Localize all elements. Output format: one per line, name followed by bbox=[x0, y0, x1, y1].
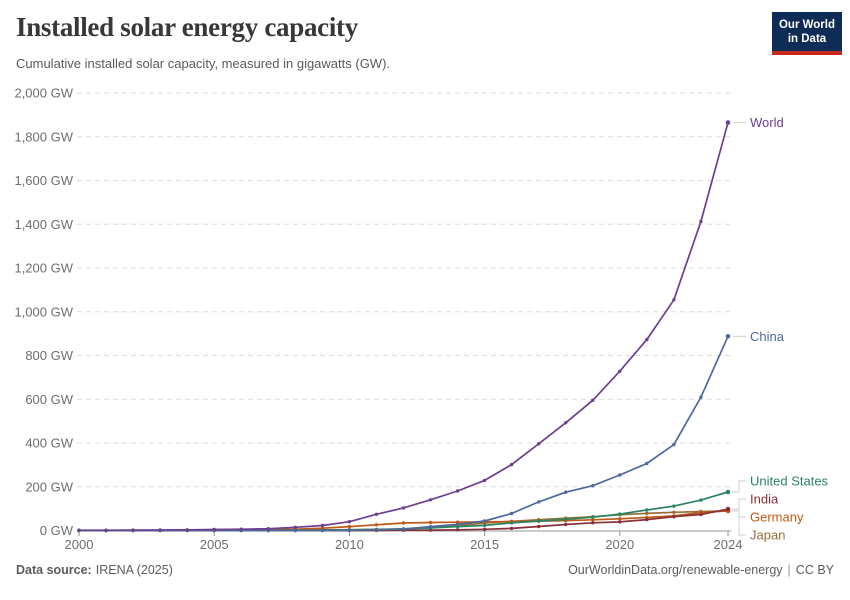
x-tick-label: 2010 bbox=[335, 537, 364, 552]
footer-right: OurWorldinData.org/renewable-energy | CC B… bbox=[568, 563, 834, 577]
footer-separator: | bbox=[787, 563, 791, 577]
series-label-united-states: United States bbox=[750, 474, 829, 489]
series-label-germany: Germany bbox=[750, 510, 804, 525]
series-world bbox=[77, 120, 731, 532]
chart-footer: Data source: IRENA (2025) OurWorldinData.… bbox=[16, 563, 834, 577]
y-tick-label: 1,800 GW bbox=[14, 129, 73, 144]
data-source: Data source: IRENA (2025) bbox=[16, 563, 173, 577]
series-label-india: India bbox=[750, 492, 779, 507]
line-chart: 0 GW 200 GW 400 GW 600 GW 800 GW 1,000 GW 1,20… bbox=[14, 86, 829, 552]
chart-title: Installed solar energy capacity bbox=[16, 12, 358, 42]
data-source-label: Data source: bbox=[16, 563, 92, 577]
owid-logo-line2: in Data bbox=[787, 33, 827, 46]
y-tick-label: 1,200 GW bbox=[14, 261, 73, 276]
y-tick-label: 800 GW bbox=[25, 348, 73, 363]
series-label-japan: Japan bbox=[750, 528, 785, 543]
y-tick-label: 200 GW bbox=[25, 479, 73, 494]
y-tick-label: 1,400 GW bbox=[14, 217, 73, 232]
series-united-states bbox=[77, 489, 731, 533]
series-china bbox=[77, 334, 731, 533]
chart-subtitle: Cumulative installed solar capacity, mea… bbox=[16, 56, 391, 71]
owid-logo-line1: Our World bbox=[778, 19, 835, 31]
y-tick-label: 1,000 GW bbox=[14, 304, 73, 319]
y-tick-label: 0 GW bbox=[40, 523, 74, 538]
label-leader-line bbox=[732, 498, 746, 510]
series-end-labels: World China United States India Germany Japan bbox=[732, 115, 829, 543]
x-tick-label: 2000 bbox=[65, 537, 94, 552]
y-tick-label: 1,600 GW bbox=[14, 173, 73, 188]
x-tick-label: 2005 bbox=[200, 537, 229, 552]
label-leader-line bbox=[732, 480, 746, 493]
data-source-value: IRENA (2025) bbox=[95, 563, 173, 577]
x-tick-label: 2020 bbox=[605, 537, 634, 552]
y-tick-label: 2,000 GW bbox=[14, 86, 73, 101]
owid-logo[interactable]: Our World in Data bbox=[772, 12, 842, 56]
series-label-world: World bbox=[750, 115, 784, 130]
x-axis: 2000 2005 2010 2015 2020 2024 bbox=[65, 530, 743, 552]
license-badge: CC BY bbox=[795, 563, 834, 577]
footer-link[interactable]: OurWorldinData.org/renewable-energy bbox=[568, 563, 783, 577]
x-tick-label: 2015 bbox=[470, 537, 499, 552]
y-axis: 0 GW 200 GW 400 GW 600 GW 800 GW 1,000 GW 1,20… bbox=[14, 86, 731, 538]
series-label-china: China bbox=[750, 329, 785, 344]
x-tick-label: 2024 bbox=[714, 537, 743, 552]
y-tick-label: 600 GW bbox=[25, 392, 73, 407]
label-leader-line bbox=[732, 510, 746, 536]
y-tick-label: 400 GW bbox=[25, 436, 73, 451]
